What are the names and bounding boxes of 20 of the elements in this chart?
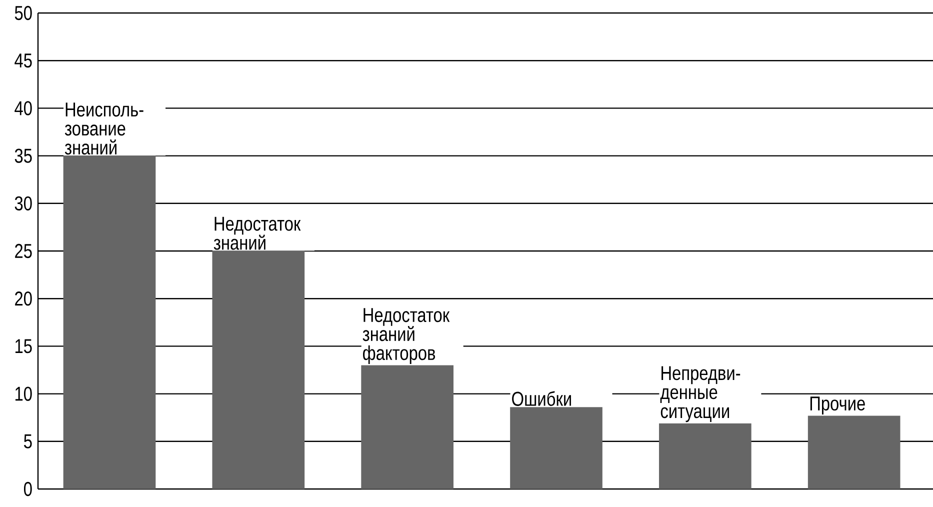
y-tick-label: 10 <box>15 386 32 401</box>
x-tick-label: Ошибки <box>512 391 571 406</box>
x-tick-label: Непредви-денные ситуации <box>660 366 740 422</box>
y-tick-label: 40 <box>14 101 32 116</box>
x-tick-label: Прочие <box>810 396 865 415</box>
y-tick-label: 0 <box>24 482 32 496</box>
bar <box>361 365 454 489</box>
y-tick-label: 20 <box>15 292 32 306</box>
y-tick-label: 30 <box>14 196 32 210</box>
y-tick-label: 15 <box>15 339 32 354</box>
y-tick-label: 5 <box>24 434 32 448</box>
y-tick-label: 35 <box>14 148 32 163</box>
x-tick-label: Недостаток знаний факторов <box>362 308 450 364</box>
bar <box>510 407 602 489</box>
x-tick-label: Неисполь-зование знаний <box>64 102 144 155</box>
y-tick-label: 25 <box>15 244 32 258</box>
bar <box>212 250 305 489</box>
y-tick-label: 45 <box>14 54 32 68</box>
x-tick-label: Недостаток знаний <box>214 216 301 250</box>
y-tick-label: 50 <box>14 6 32 20</box>
